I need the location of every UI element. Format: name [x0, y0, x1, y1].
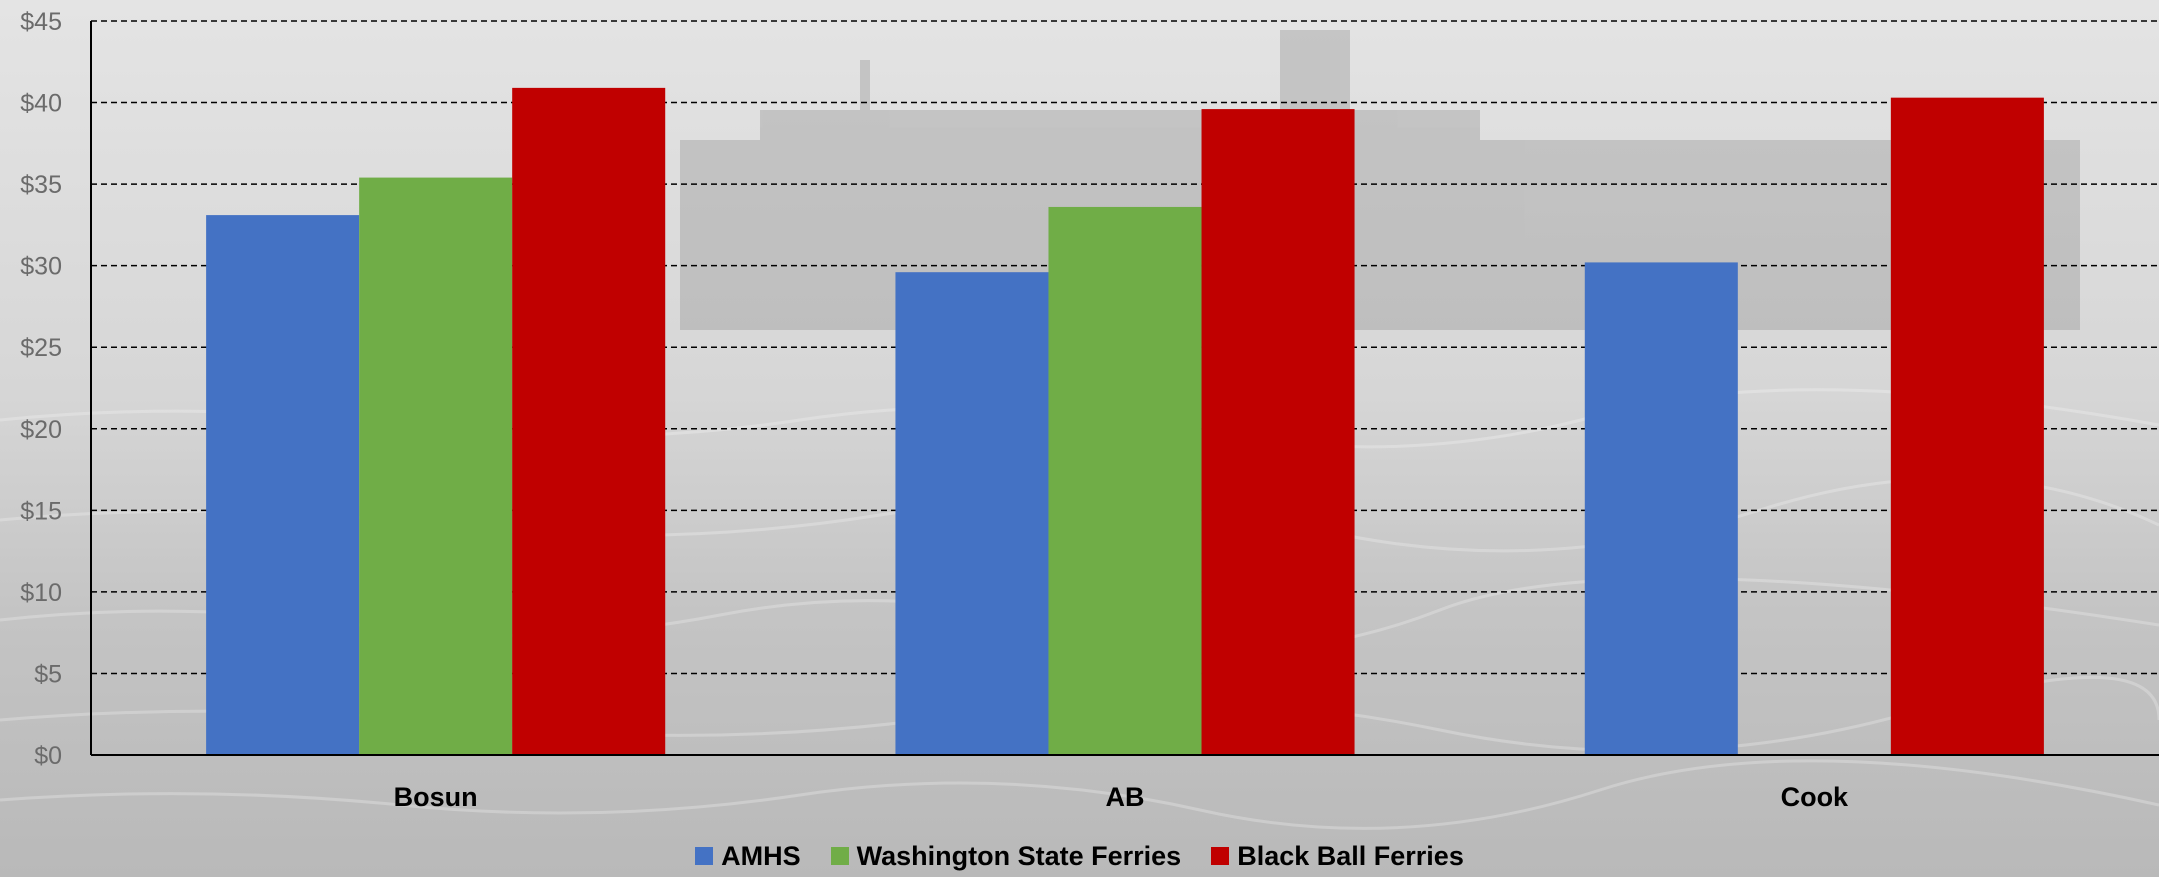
legend-label: Black Ball Ferries	[1237, 840, 1464, 871]
y-tick-label: $15	[20, 497, 62, 525]
y-tick-label: $40	[20, 90, 62, 118]
bar-black-ball-ferries-cook	[1890, 97, 2044, 755]
bar-washington-state-ferries-bosun	[359, 177, 513, 755]
x-category-label: Cook	[1781, 782, 1849, 812]
axes	[90, 21, 2159, 756]
legend-swatch	[830, 847, 849, 865]
y-tick-label: $35	[20, 171, 62, 199]
x-category-label: AB	[1106, 782, 1145, 812]
bar-amhs-cook	[1584, 262, 1738, 755]
x-category-label: Bosun	[394, 782, 478, 812]
y-tick-label: $20	[20, 416, 62, 444]
bar-amhs-bosun	[206, 215, 360, 755]
y-tick-label: $10	[20, 579, 62, 607]
bar-black-ball-ferries-ab	[1201, 109, 1355, 755]
legend-item: AMHS	[695, 841, 801, 872]
bar-amhs-ab	[895, 272, 1049, 755]
legend-swatch	[1211, 847, 1230, 865]
y-tick-label: $45	[20, 8, 62, 36]
y-tick-label: $0	[34, 742, 62, 770]
legend-label: Washington State Ferries	[856, 840, 1182, 871]
legend-label: AMHS	[721, 840, 801, 871]
legend-swatch	[695, 847, 714, 865]
bars	[206, 87, 2044, 756]
legend-item: Washington State Ferries	[830, 840, 1182, 872]
bar-washington-state-ferries-ab	[1048, 206, 1202, 756]
legend: AMHS Washington State Ferries Black Ball F…	[0, 838, 2159, 874]
x-axis-categories: Bosun AB Cook	[394, 782, 1849, 812]
y-tick-label: $5	[34, 660, 62, 688]
y-tick-label: $25	[20, 334, 62, 362]
bar-black-ball-ferries-bosun	[512, 87, 666, 756]
y-axis-ticks: $0 $5 $10 $15 $20 $25 $30 $35 $40 $45	[20, 8, 62, 770]
legend-item: Black Ball Ferries	[1211, 841, 1464, 872]
y-tick-label: $30	[20, 253, 62, 281]
